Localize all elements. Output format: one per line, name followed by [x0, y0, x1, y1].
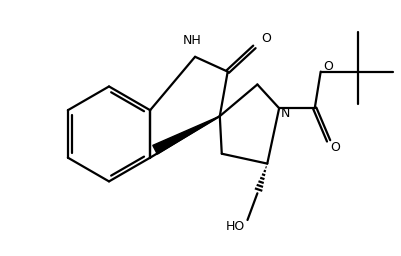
Text: NH: NH: [182, 34, 201, 47]
Text: N: N: [280, 107, 290, 120]
Text: HO: HO: [225, 220, 245, 233]
Text: O: O: [323, 60, 333, 73]
Polygon shape: [152, 116, 219, 154]
Text: O: O: [261, 33, 271, 46]
Text: O: O: [330, 141, 340, 154]
